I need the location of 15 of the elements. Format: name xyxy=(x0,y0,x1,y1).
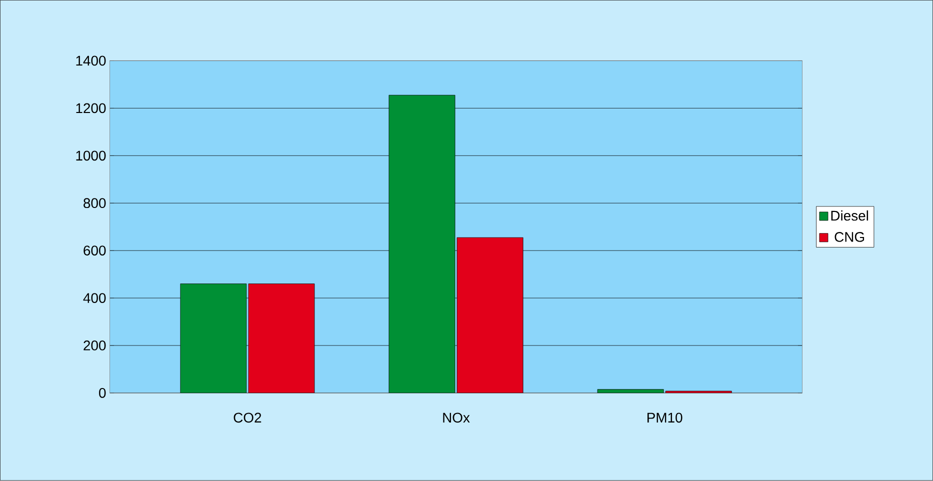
x-tick-label: PM10 xyxy=(647,412,682,423)
y-tick-label: 400 xyxy=(83,293,106,304)
x-tick-label: CO2 xyxy=(234,412,262,423)
legend-label: CNG xyxy=(834,232,864,242)
y-tick-label: 1400 xyxy=(76,56,106,66)
bar xyxy=(388,95,456,394)
y-tick-label: 0 xyxy=(99,388,106,398)
y-tick-label: 200 xyxy=(84,340,106,351)
y-tick-label: 1000 xyxy=(76,150,106,161)
y-tick-label: 800 xyxy=(84,198,106,208)
bar xyxy=(180,284,247,394)
y-tick-label: 600 xyxy=(84,246,106,256)
x-tick-label: NOx xyxy=(443,412,470,423)
legend-label: Diesel xyxy=(831,210,868,221)
y-tick-label: 1200 xyxy=(76,103,106,114)
